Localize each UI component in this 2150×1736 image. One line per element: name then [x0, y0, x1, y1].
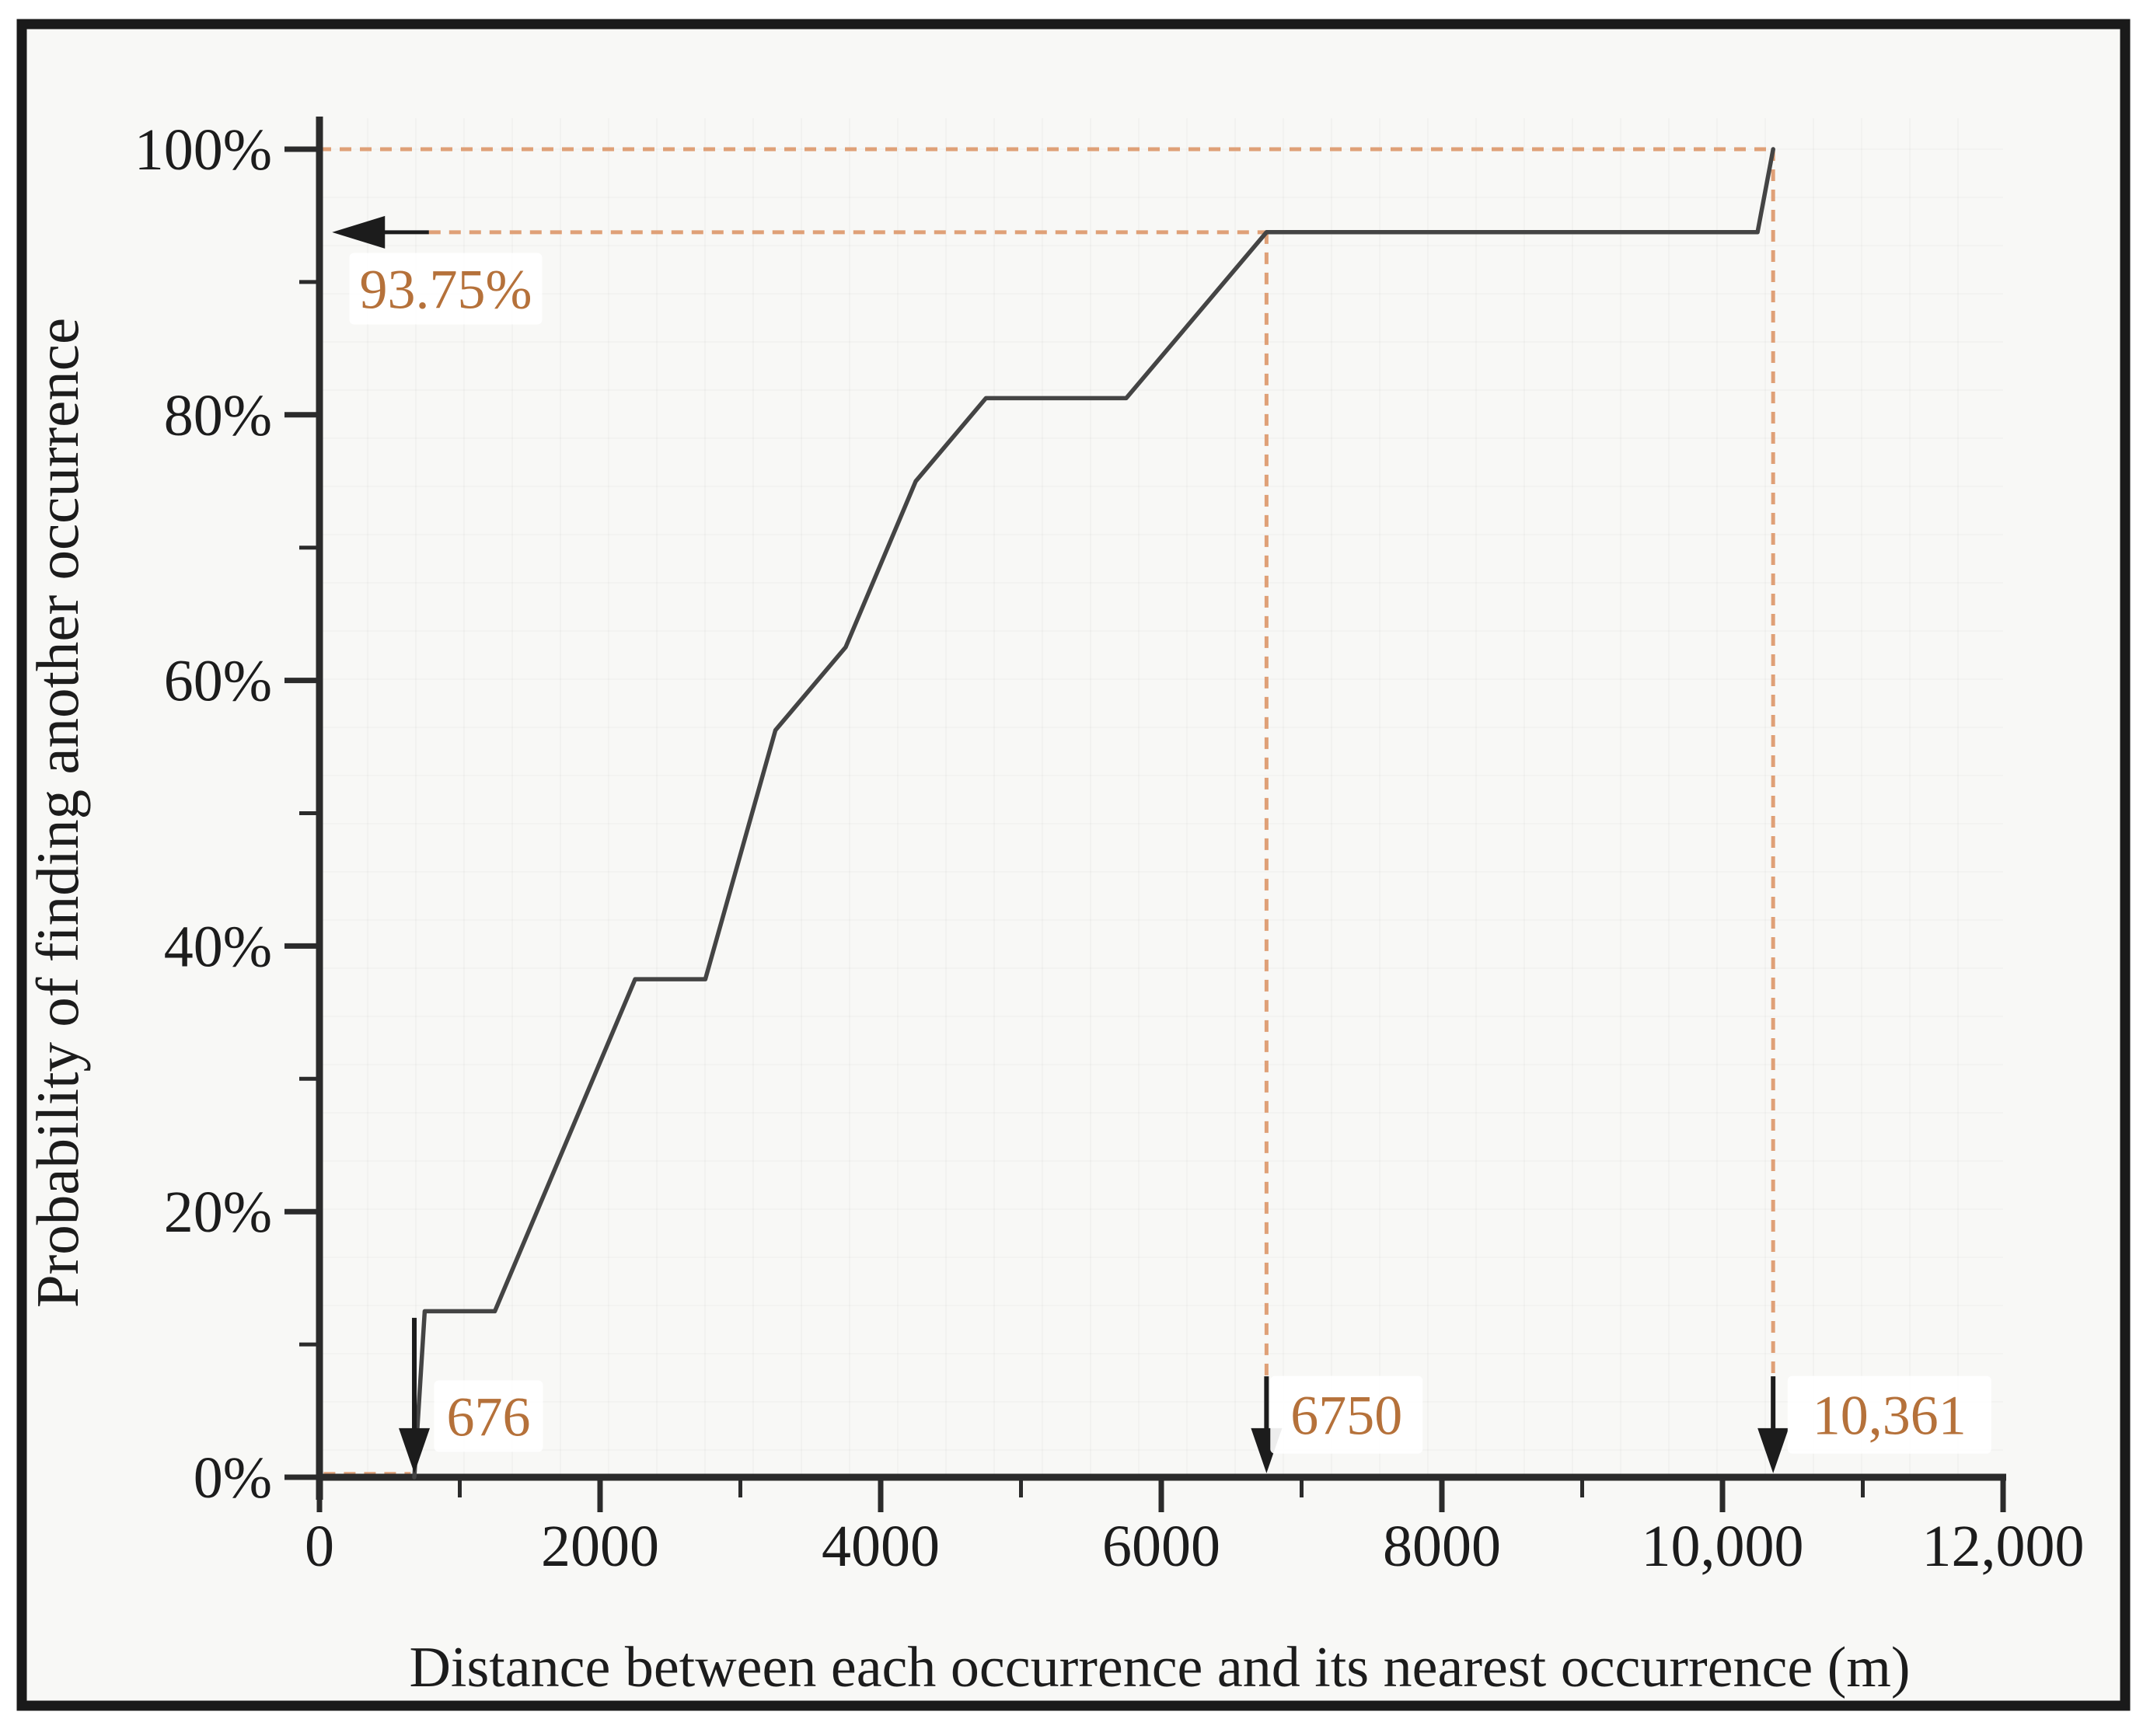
- x-tick-label: 8000: [1383, 1514, 1501, 1579]
- x-tick-label: 0: [305, 1514, 334, 1579]
- annotation-label: 10,361: [1813, 1385, 1967, 1447]
- annotation-label-box: [349, 253, 543, 325]
- y-tick-label: 60%: [164, 649, 272, 714]
- x-tick-label: 2000: [541, 1514, 659, 1579]
- y-tick-label: 40%: [164, 914, 272, 979]
- x-tick-label: 6000: [1102, 1514, 1220, 1579]
- x-tick-label: 12,000: [1922, 1514, 2085, 1579]
- y-tick-label: 20%: [164, 1180, 272, 1245]
- probability-curve: [412, 147, 1775, 1480]
- annotation-label-box: [1787, 1375, 1991, 1454]
- x-axis-title: Distance between each occurrence and its…: [409, 1636, 1910, 1699]
- annotation-label: 93.75%: [359, 258, 532, 320]
- y-tick-label: 100%: [134, 117, 272, 183]
- annotation-label: 6750: [1290, 1385, 1402, 1447]
- arrow-down-10361-head: [1757, 1427, 1789, 1473]
- annotation-arrows: [332, 215, 1789, 1473]
- annotation-label: 676: [447, 1386, 531, 1448]
- annotation-label-box: [1270, 1375, 1423, 1454]
- axes: 0% 20% 40% 60% 80% 100% 0 2000 4000 6000 8000 10,00…: [134, 117, 2085, 1579]
- y-axis-title: Probability of finding another occurrenc…: [24, 318, 91, 1308]
- x-tick-label: 10,000: [1642, 1514, 1804, 1579]
- cumulative-probability-curve: [412, 147, 1775, 1480]
- y-tick-label: 0%: [194, 1445, 272, 1511]
- arrow-left-93.75-head: [332, 215, 386, 249]
- x-tick-label: 4000: [822, 1514, 940, 1579]
- annotation-label-box: [434, 1380, 543, 1452]
- annotation-labels: 93.75% 676 6750 10,361: [349, 253, 1991, 1454]
- y-tick-label: 80%: [164, 383, 272, 448]
- arrow-down-676-head: [399, 1427, 431, 1473]
